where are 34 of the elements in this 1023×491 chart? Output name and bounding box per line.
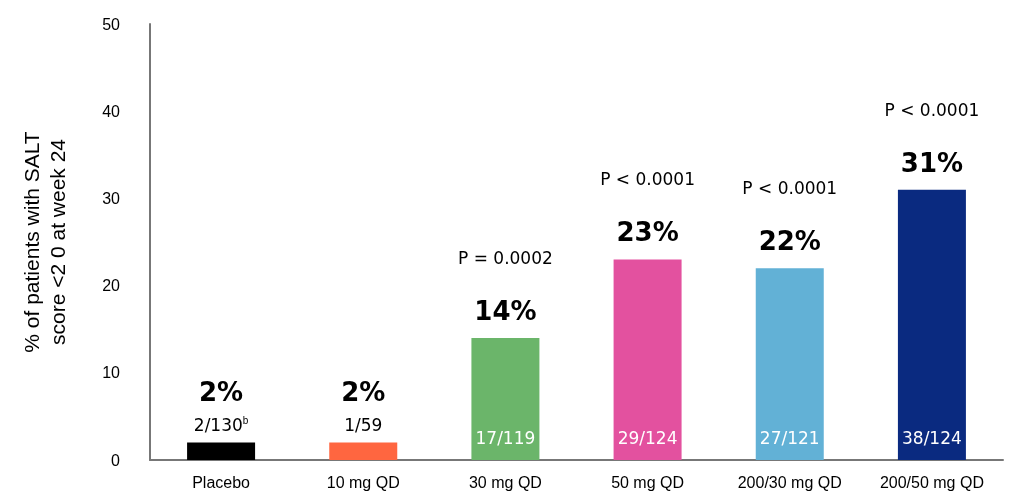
data-label: 14% bbox=[474, 295, 537, 326]
x-tick-label: 30 mg QD bbox=[468, 473, 542, 491]
data-label: 23% bbox=[616, 217, 679, 248]
x-tick-label: Placebo bbox=[192, 473, 251, 491]
y-tick-label: 10 bbox=[102, 364, 121, 382]
bar bbox=[755, 268, 824, 460]
bar bbox=[613, 259, 682, 460]
bar bbox=[329, 442, 398, 460]
x-tick-label: 200/30 mg QD bbox=[737, 473, 842, 491]
bar bbox=[471, 337, 540, 460]
x-tick-label: 10 mg QD bbox=[326, 473, 400, 491]
data-label: 31% bbox=[900, 147, 964, 178]
annotation: P < 0.0001 bbox=[742, 178, 838, 199]
y-tick-label: 20 bbox=[102, 277, 121, 295]
annotation: P = 0.0002 bbox=[458, 247, 553, 268]
data-label: 2% bbox=[199, 376, 244, 407]
annotation: P < 0.0001 bbox=[600, 169, 695, 190]
annotation: 38/124 bbox=[902, 428, 962, 448]
y-tick-label: 30 bbox=[102, 189, 121, 207]
bar bbox=[187, 442, 256, 460]
data-label: 2% bbox=[341, 376, 386, 407]
annotation: 1/59 bbox=[344, 414, 383, 435]
y-tick-label: 50 bbox=[102, 15, 121, 33]
x-tick-label: 50 mg QD bbox=[611, 473, 685, 491]
data-label: 22% bbox=[758, 226, 821, 257]
annotation: 17/119 bbox=[475, 428, 536, 448]
x-tick-label: 200/50 mg QD bbox=[879, 473, 984, 491]
annotation: P < 0.0001 bbox=[884, 99, 980, 120]
y-tick-label: 40 bbox=[102, 102, 121, 120]
y-tick-label: 0 bbox=[111, 451, 121, 469]
y-axis-title: % of patients with SALT score <2 0 at week 24 bbox=[19, 131, 69, 353]
annotation: 29/124 bbox=[617, 428, 678, 448]
annotation: 27/121 bbox=[759, 428, 820, 448]
bar bbox=[897, 189, 966, 460]
